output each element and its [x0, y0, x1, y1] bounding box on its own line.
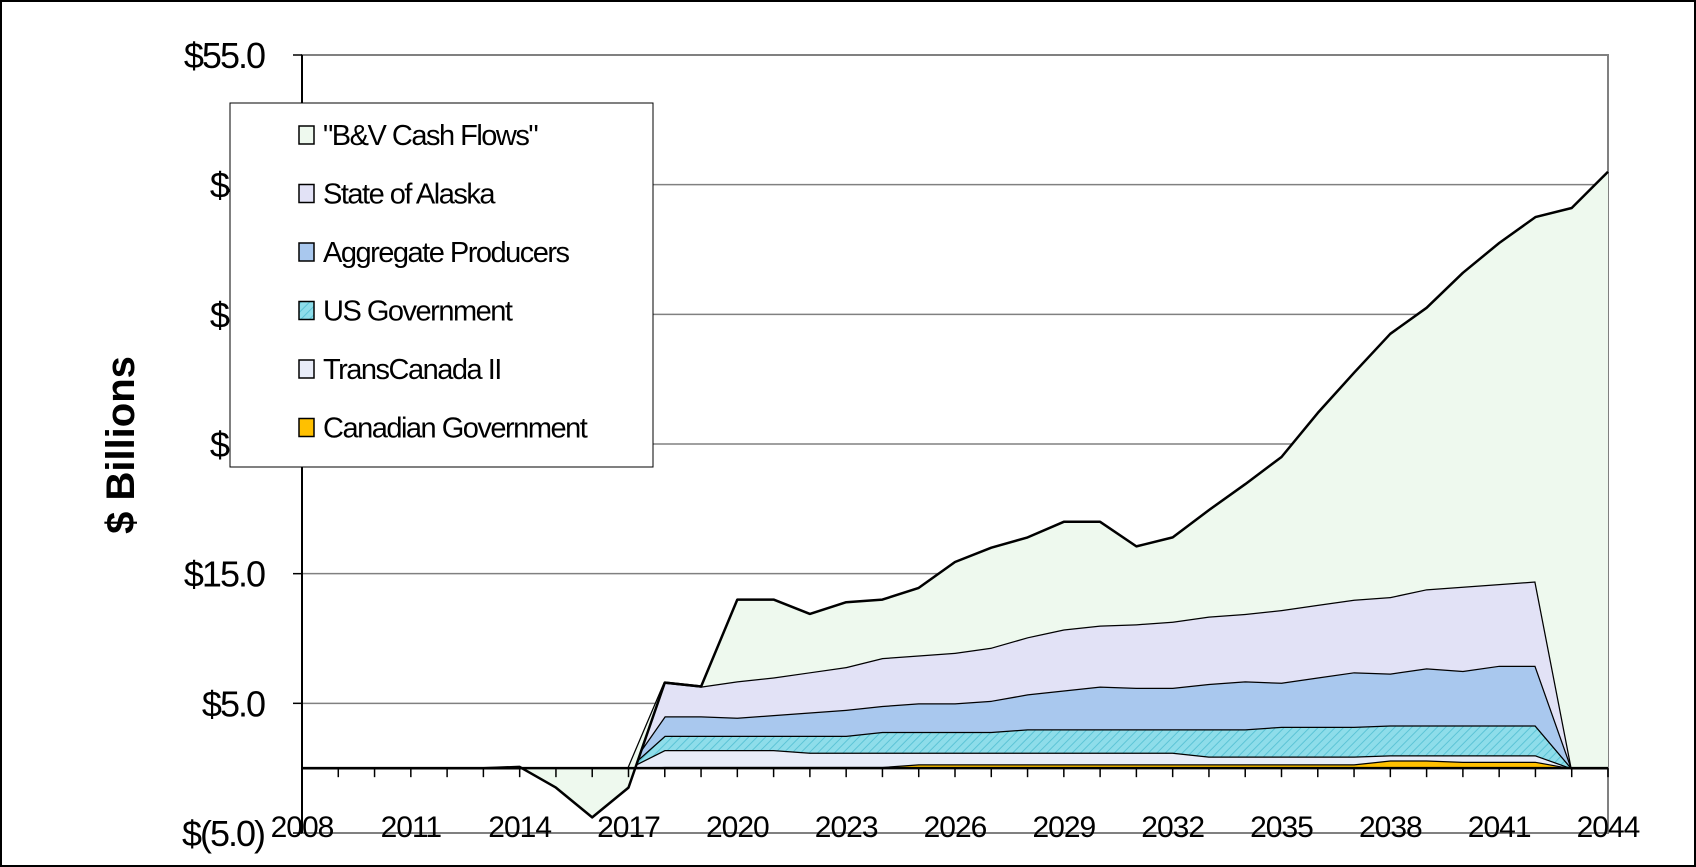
legend-swatch	[298, 417, 315, 438]
area-state-of-alaska	[302, 581, 1608, 769]
x-tick-label: 2020	[706, 811, 769, 844]
legend-swatch	[298, 183, 315, 204]
x-tick-label: 2011	[381, 811, 442, 844]
x-tick-label: 2032	[1141, 811, 1204, 844]
legend-label: State of Alaska	[323, 179, 496, 211]
y-tick-label: $55.0	[184, 35, 265, 76]
area-b-v-cash-flows	[302, 171, 1608, 818]
x-tick-label: 2023	[815, 811, 878, 844]
x-tick-label: 2008	[271, 811, 334, 844]
legend-label: TransCanada II	[323, 354, 501, 386]
legend-swatch	[298, 242, 315, 262]
legend-swatch	[298, 125, 315, 145]
x-tick-label: 2044	[1577, 811, 1640, 844]
legend-box	[229, 102, 654, 468]
y-tick-label: $5.0	[202, 683, 265, 724]
y-axis-title: $ Billions	[99, 356, 143, 534]
y-tick-label: $(5.0)	[182, 813, 264, 854]
stacked-areas	[302, 170, 1609, 819]
x-tick-label: 2014	[488, 811, 551, 844]
legend-swatch	[298, 300, 315, 321]
legend: "B&V Cash Flows" State of Alaska Aggregate…	[229, 102, 654, 468]
legend-label: Aggregate Producers	[323, 237, 570, 269]
x-tick-label: 2038	[1359, 811, 1422, 844]
legend-swatch	[298, 359, 315, 379]
area-transcanada-ii	[302, 750, 1608, 769]
legend-label: Canadian Government	[323, 413, 588, 445]
area-us-government	[302, 725, 1608, 769]
x-tick-label: 2029	[1032, 811, 1095, 844]
y-tick-label: $15.0	[184, 554, 265, 595]
x-tick-label: 2026	[924, 811, 987, 844]
area-aggregate-producers	[302, 665, 1608, 769]
x-tick-label: 2035	[1250, 811, 1313, 844]
x-tick-label: 2041	[1468, 811, 1531, 844]
legend-label: "B&V Cash Flows"	[323, 120, 538, 152]
x-axis-tick-labels: 2008 2011 2014 2017 2020 2023 2026 2029 2032 2035…	[271, 811, 1641, 844]
legend-label: US Government	[323, 296, 513, 328]
series-line-b-v-cash-flows	[302, 170, 1609, 819]
x-tick-label: 2017	[597, 811, 660, 844]
